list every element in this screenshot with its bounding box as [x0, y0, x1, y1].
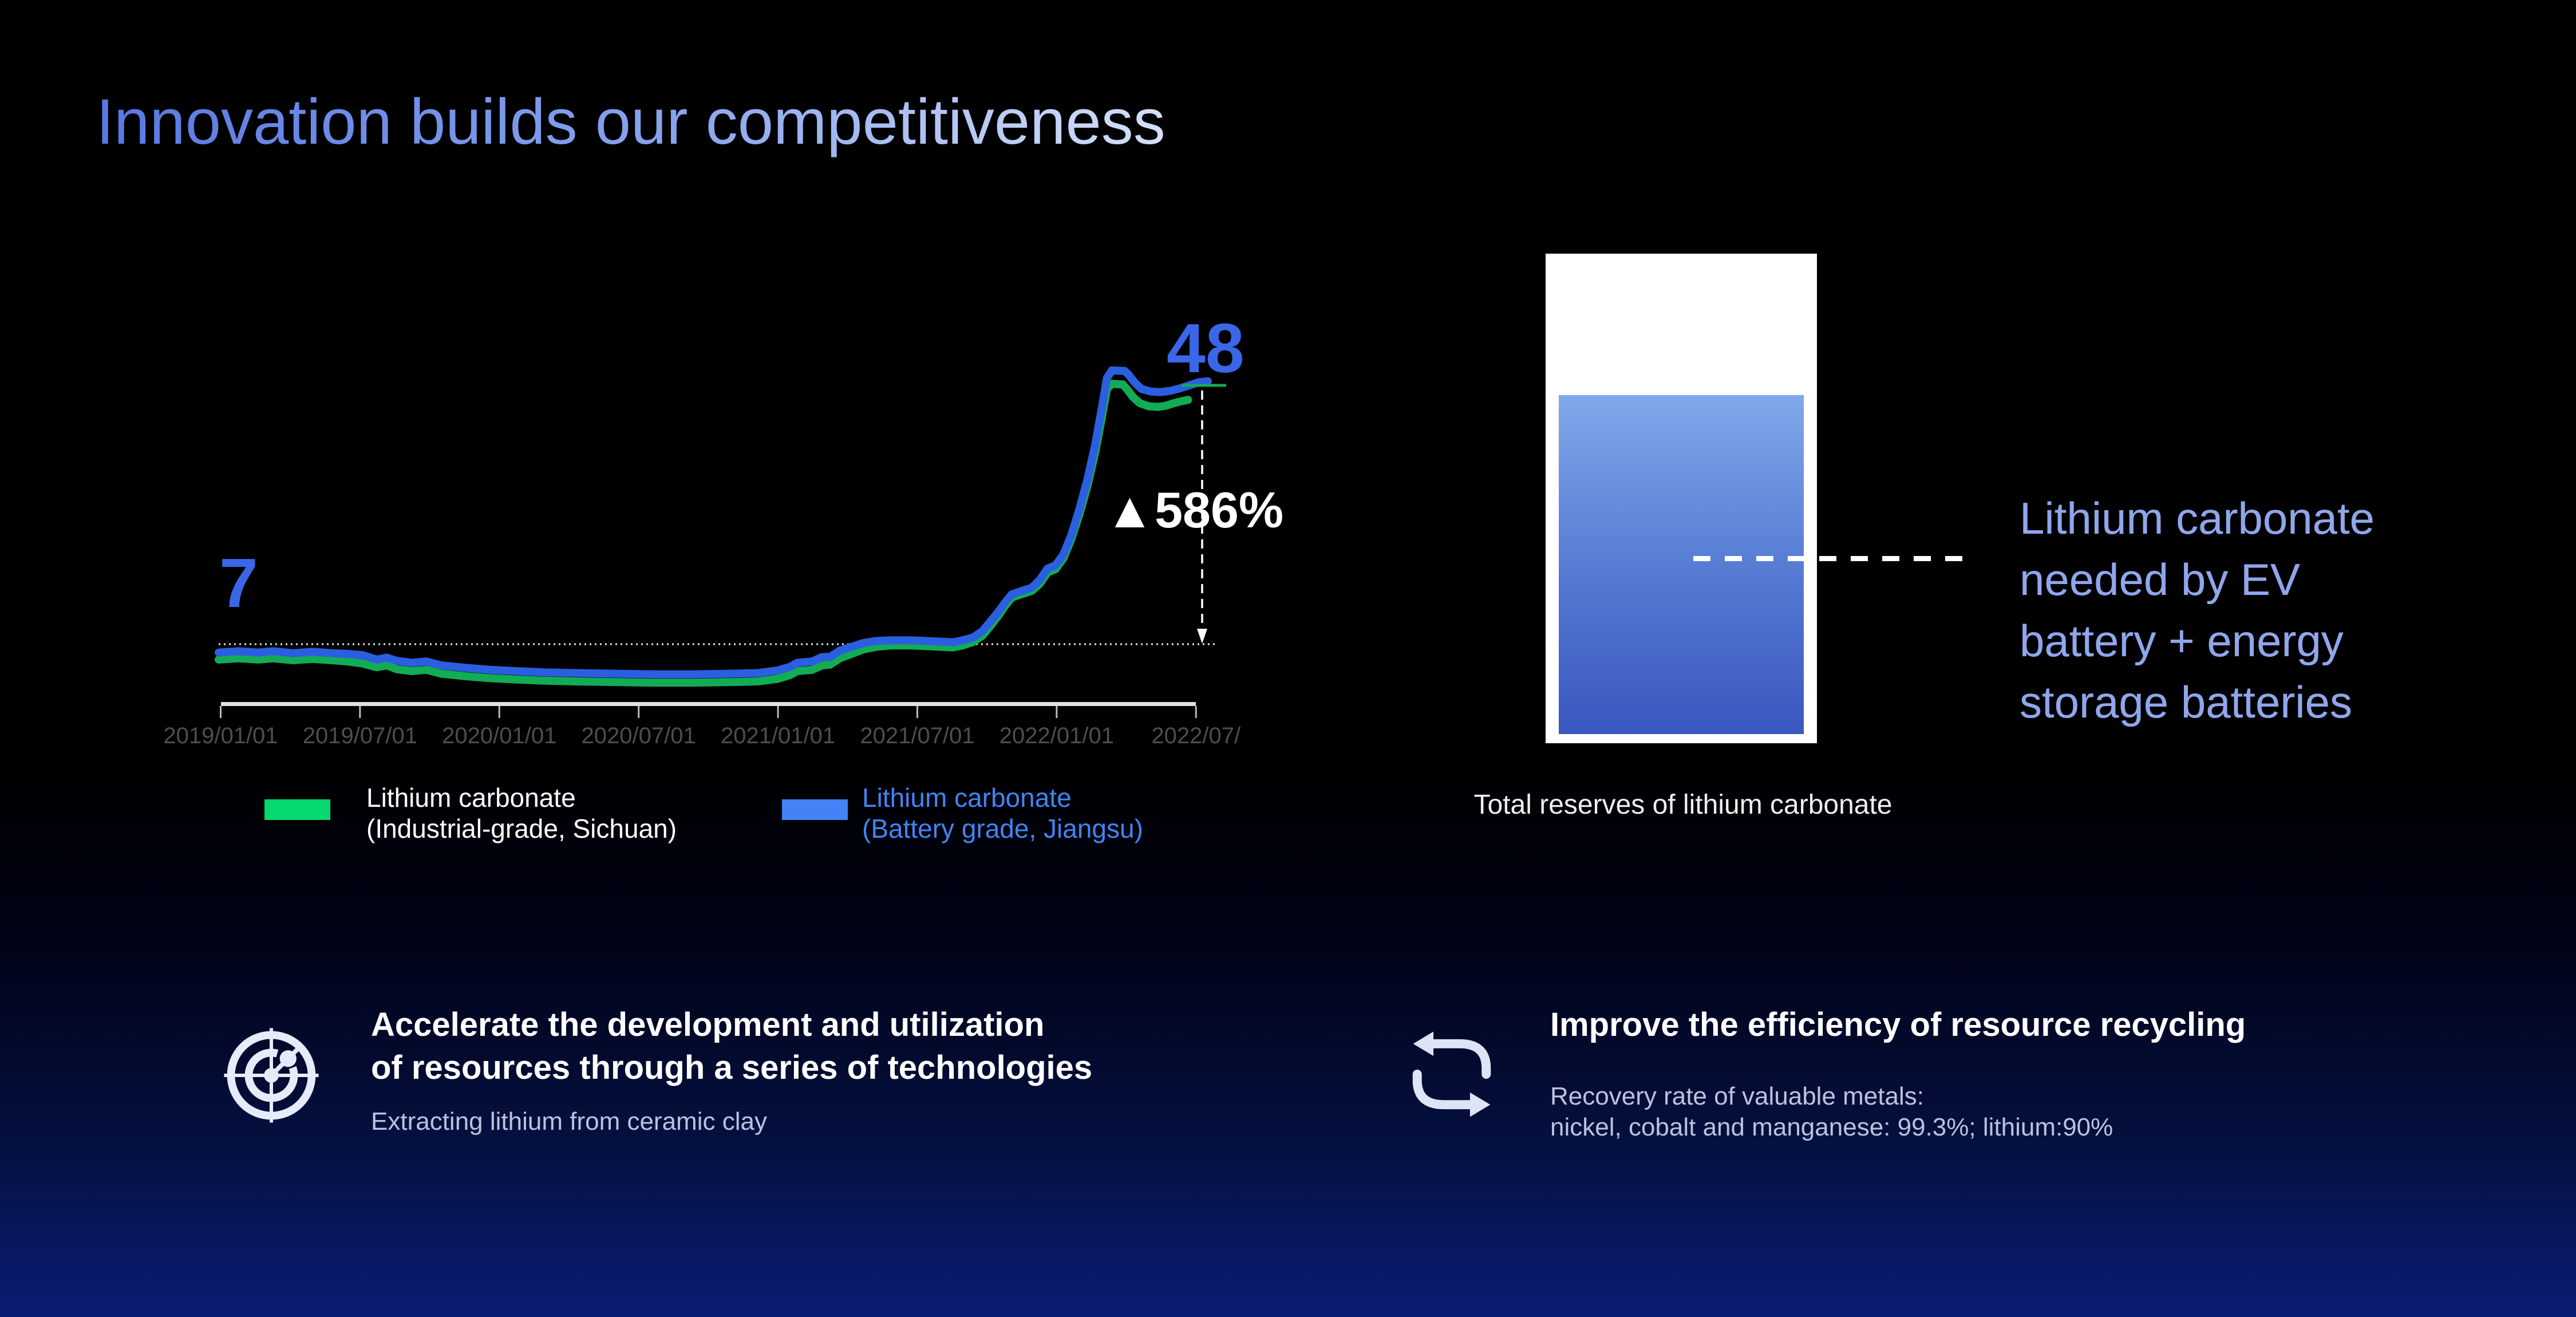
- reserves-caption: Total reserves of lithium carbonate: [1473, 790, 1893, 820]
- legend-label-battery-line1: Lithium carbonate: [862, 783, 1072, 813]
- initiative-left-subtext: Extracting lithium from ceramic clay: [371, 1107, 767, 1135]
- reserves-note-line4: storage batteries: [2020, 676, 2353, 727]
- series-line-1: [215, 366, 1212, 679]
- legend-label-industrial-line2: (Industrial-grade, Sichuan): [366, 814, 677, 843]
- x-axis-label: 2020/01/01: [442, 723, 556, 748]
- legend-swatch-battery: [782, 799, 848, 820]
- x-axis-label: 2019/01/01: [163, 723, 278, 748]
- start-value-label: 7: [219, 544, 258, 622]
- x-axis-labels: 2019/01/01 2019/07/01 2020/01/01 2020/07/01…: [163, 723, 1241, 748]
- x-axis-label: 2022/01/01: [999, 723, 1114, 748]
- x-axis-label: 2021/07/01: [860, 723, 974, 748]
- reserves-note: Lithium carbonate needed by EV battery +…: [2020, 488, 2374, 732]
- x-axis-label: 2019/07/01: [303, 723, 417, 748]
- peak-value-label: 48: [1167, 309, 1244, 387]
- increase-arrow-head: [1197, 629, 1207, 644]
- increase-percent-label: ▲586%: [1105, 482, 1284, 538]
- x-axis-label: 2021/01/01: [721, 723, 835, 748]
- initiative-left-heading-line2: of resources through a series of technol…: [371, 1049, 1093, 1087]
- initiative-right-subtext-line2: nickel, cobalt and manganese: 99.3%; lit…: [1550, 1113, 2113, 1141]
- legend-swatch-industrial: [264, 799, 330, 820]
- x-axis-label: 2020/07/01: [582, 723, 696, 748]
- x-axis-ticks: [219, 706, 1197, 718]
- radar-icon: [224, 1028, 319, 1123]
- initiative-right-heading: Improve the efficiency of resource recyc…: [1550, 1006, 2246, 1043]
- x-axis-line: [221, 702, 1196, 706]
- reserves-note-line3: battery + energy: [2020, 615, 2344, 666]
- reserves-fill: [1559, 395, 1804, 734]
- initiative-left-heading-line1: Accelerate the development and utilizati…: [371, 1006, 1045, 1043]
- series-layer: [215, 366, 1212, 687]
- page-title: Innovation builds our competitiveness: [96, 86, 1165, 157]
- initiative-right-subtext-line1: Recovery rate of valuable metals:: [1550, 1082, 1924, 1110]
- legend-label-battery: Lithium carbonate (Battery grade, Jiangs…: [862, 782, 1143, 844]
- legend-label-industrial-line1: Lithium carbonate: [366, 783, 576, 813]
- initiative-right-subtext: Recovery rate of valuable metals: nickel…: [1550, 1081, 2113, 1143]
- reserves-note-line2: needed by EV: [2020, 554, 2301, 605]
- legend-label-battery-line2: (Battery grade, Jiangsu): [862, 814, 1143, 843]
- x-axis-label: 2022/07/: [1151, 723, 1241, 748]
- reserves-note-line1: Lithium carbonate: [2020, 493, 2375, 543]
- needed-level-dashed-line: [1693, 556, 1967, 561]
- initiative-left-heading: Accelerate the development and utilizati…: [371, 1003, 1092, 1090]
- series-line-0: [215, 380, 1192, 687]
- price-chart: 2019/01/01 2019/07/01 2020/01/01 2020/07/01…: [163, 366, 1241, 748]
- recycle-icon: [1412, 1031, 1491, 1117]
- legend-label-industrial: Lithium carbonate (Industrial-grade, Sic…: [366, 782, 677, 844]
